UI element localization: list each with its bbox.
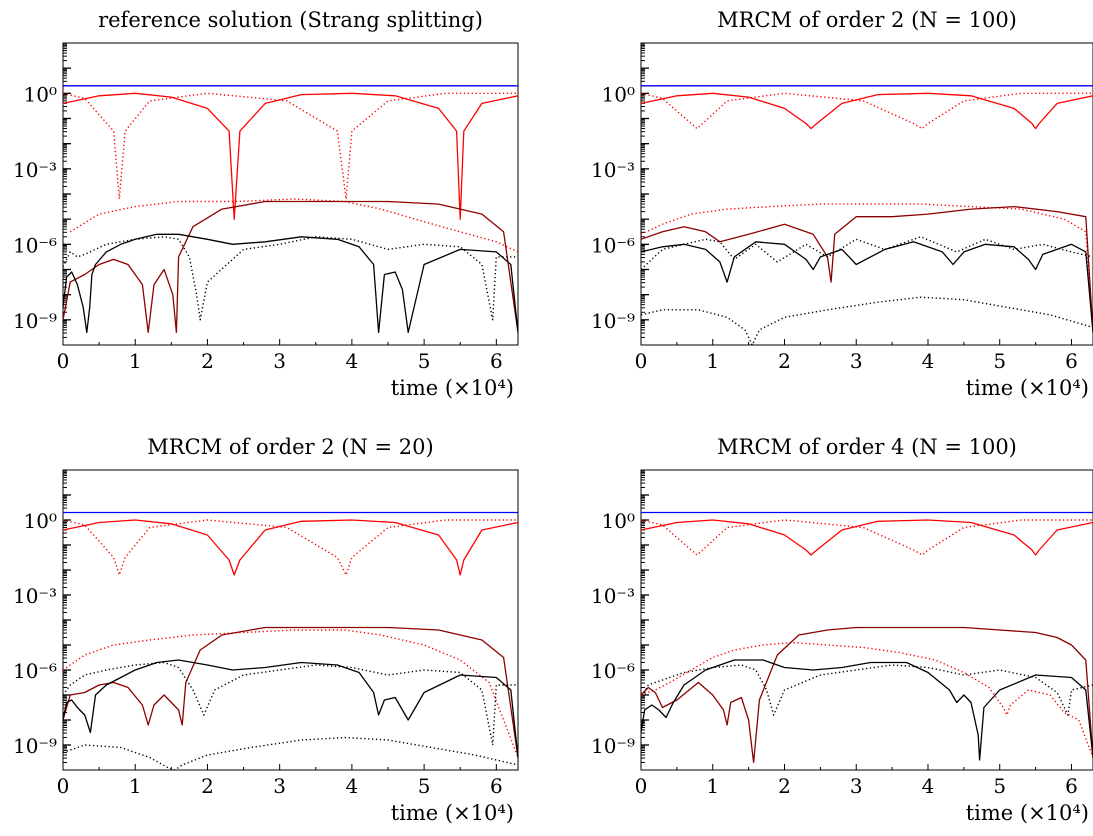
chart-title: MRCM of order 2 (N = 20) <box>147 435 433 459</box>
x-tick-label: 2 <box>201 774 214 798</box>
x-axis-label: time (×10⁴) <box>391 801 514 825</box>
x-tick-label: 1 <box>706 349 719 373</box>
x-tick-label: 4 <box>922 774 935 798</box>
x-tick-label: 2 <box>778 774 791 798</box>
y-tick-label: 10⁻⁶ <box>13 659 57 683</box>
x-tick-label: 5 <box>993 349 1006 373</box>
x-tick-label: 4 <box>346 349 359 373</box>
x-tick-label: 3 <box>273 774 286 798</box>
x-tick-label: 0 <box>57 774 70 798</box>
chart-panel-4: 10⁻⁹ 10⁻⁶ 10⁻³ 10⁰ 0 1 2 3 4 5 6 MRCM of order 4 (N… <box>591 435 1093 825</box>
y-tick-label: 10⁰ <box>24 82 57 106</box>
y-tick-label: 10⁻⁹ <box>13 734 57 758</box>
series-line-7 <box>641 664 1093 716</box>
series-line-2 <box>63 519 518 576</box>
x-tick-label: 1 <box>706 774 719 798</box>
chart-panel-3: 10⁻⁹ 10⁻⁶ 10⁻³ 10⁰ 0 1 2 3 4 5 6 MRCM of order 2 (N… <box>13 435 519 825</box>
y-tick-label: 10⁰ <box>602 509 635 533</box>
x-axis-label: time (×10⁴) <box>966 376 1089 400</box>
series-group <box>63 511 518 770</box>
series-line-4 <box>641 641 1093 758</box>
y-tick-label: 10⁻³ <box>13 158 57 182</box>
series-line-4 <box>641 203 1093 333</box>
chart-title: reference solution (Strang splitting) <box>98 8 483 32</box>
series-line-4 <box>69 198 518 253</box>
x-tick-label: 4 <box>346 774 359 798</box>
series-line-6 <box>63 233 518 334</box>
series-group <box>63 85 518 334</box>
x-tick-label: 6 <box>490 774 503 798</box>
panels-group: 10⁻⁹ 10⁻⁶ 10⁻³ 10⁰ 0 1 2 3 4 5 6 reference solution… <box>13 8 1093 825</box>
x-tick-label: 0 <box>635 349 648 373</box>
x-tick-label: 0 <box>635 774 648 798</box>
chart-panel-2: 10⁻⁹ 10⁻⁶ 10⁻³ 10⁰ 0 1 2 3 4 5 6 MRCM of order 2 (N… <box>591 8 1093 400</box>
y-tick-label: 10⁻³ <box>591 584 635 608</box>
chart-panel-1: 10⁻⁹ 10⁻⁶ 10⁻³ 10⁰ 0 1 2 3 4 5 6 reference solution… <box>13 8 519 400</box>
series-line-6 <box>641 659 1093 761</box>
x-tick-label: 0 <box>57 349 70 373</box>
y-tick-label: 10⁻⁹ <box>591 734 635 758</box>
y-tick-label: 10⁻⁶ <box>591 659 635 683</box>
x-tick-label: 6 <box>490 349 503 373</box>
x-tick-label: 6 <box>1065 774 1078 798</box>
y-tick-label: 10⁻⁶ <box>591 233 635 257</box>
x-tick-label: 2 <box>778 349 791 373</box>
x-tick-label: 5 <box>418 774 431 798</box>
x-tick-label: 1 <box>129 774 142 798</box>
x-tick-label: 3 <box>273 349 286 373</box>
series-line-2 <box>63 92 518 220</box>
series-line-6 <box>641 241 1093 333</box>
x-tick-label: 5 <box>993 774 1006 798</box>
series-group <box>641 85 1093 345</box>
series-group <box>641 511 1093 764</box>
series-line-7 <box>63 236 518 321</box>
y-tick-label: 10⁰ <box>24 509 57 533</box>
chart-title: MRCM of order 2 (N = 100) <box>717 8 1017 32</box>
y-tick-label: 10⁻⁶ <box>13 233 57 257</box>
series-line-2 <box>641 519 1093 556</box>
x-tick-label: 1 <box>129 349 142 373</box>
chart-title: MRCM of order 4 (N = 100) <box>717 435 1017 459</box>
y-tick-label: 10⁰ <box>602 82 635 106</box>
y-tick-label: 10⁻⁹ <box>591 309 635 333</box>
series-line-5 <box>63 626 518 758</box>
series-line-7 <box>63 661 518 746</box>
x-tick-label: 4 <box>922 349 935 373</box>
x-tick-label: 5 <box>418 349 431 373</box>
x-axis-label: time (×10⁴) <box>966 801 1089 825</box>
y-tick-label: 10⁻⁹ <box>13 309 57 333</box>
x-tick-label: 3 <box>850 349 863 373</box>
x-tick-label: 2 <box>201 349 214 373</box>
y-tick-label: 10⁻³ <box>13 584 57 608</box>
x-tick-label: 6 <box>1065 349 1078 373</box>
series-line-6 <box>63 659 518 758</box>
series-line-5 <box>63 200 518 334</box>
series-line-2 <box>641 92 1093 130</box>
y-tick-label: 10⁻³ <box>591 158 635 182</box>
x-tick-label: 3 <box>850 774 863 798</box>
x-axis-label: time (×10⁴) <box>391 376 514 400</box>
series-line-4 <box>63 629 518 758</box>
series-line-5 <box>641 205 1093 333</box>
series-line-5 <box>641 626 1093 764</box>
